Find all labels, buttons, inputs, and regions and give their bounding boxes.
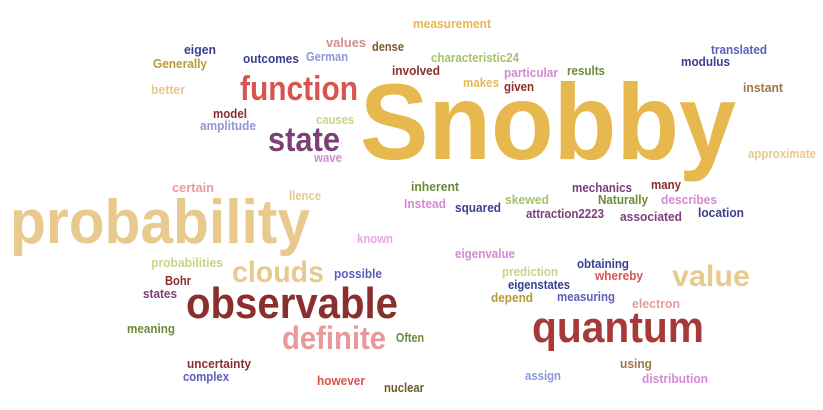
word-obtaining: obtaining xyxy=(577,256,629,271)
word-depend: depend xyxy=(491,290,533,305)
word-probabilities: probabilities xyxy=(151,255,223,270)
word-modulus: modulus xyxy=(681,54,730,69)
word-whereby: whereby xyxy=(595,268,643,283)
word-eigen: eigen xyxy=(184,42,216,57)
word-naturally: Naturally xyxy=(598,192,648,207)
word-generally: Generally xyxy=(153,56,207,71)
word-measurement: measurement xyxy=(413,16,491,31)
word-outcomes: outcomes xyxy=(243,51,299,66)
word-describes: describes xyxy=(661,192,717,207)
word-wave: wave xyxy=(314,150,342,165)
word-state: state xyxy=(268,121,340,159)
word-uncertainty: uncertainty xyxy=(187,356,251,371)
word-using: using xyxy=(620,356,652,371)
word-prediction: prediction xyxy=(502,264,558,279)
word-measuring: measuring xyxy=(557,289,615,304)
word-value: value xyxy=(672,260,750,293)
word-model: model xyxy=(213,106,247,121)
word-squared: squared xyxy=(455,200,501,215)
word-possible: possible xyxy=(334,266,382,281)
word-causes: causes xyxy=(316,112,354,127)
word-bohr: Bohr xyxy=(165,273,191,288)
word-eigenstates: eigenstates xyxy=(508,277,570,292)
word-nuclear: nuclear xyxy=(384,380,424,395)
word-inherent: inherent xyxy=(411,179,459,194)
word-assign: assign xyxy=(525,368,561,383)
word-particular: particular xyxy=(504,65,558,80)
word-llence: llence xyxy=(289,188,321,203)
word-better: better xyxy=(151,82,185,97)
word-instant: instant xyxy=(743,80,783,95)
word-amplitude: amplitude xyxy=(200,118,256,133)
word-observable: observable xyxy=(186,279,398,328)
word-translated: translated xyxy=(711,42,767,57)
word-associated: associated xyxy=(620,209,682,224)
word-results: results xyxy=(567,63,605,78)
word-electron: electron xyxy=(632,296,680,311)
word-clouds: clouds xyxy=(232,256,324,289)
word-probability: probability xyxy=(10,188,310,257)
word-mechanics: mechanics xyxy=(572,180,632,195)
word-attraction2223: attraction2223 xyxy=(526,206,604,221)
word-quantum: quantum xyxy=(532,303,704,352)
word-complex: complex xyxy=(183,369,229,384)
word-dense: dense xyxy=(372,39,404,54)
word-approximate: approximate xyxy=(748,146,816,161)
word-involved: involved xyxy=(392,63,440,78)
word-location: location xyxy=(698,205,744,220)
word-eigenvalue: eigenvalue xyxy=(455,246,515,261)
word-characteristic24: characteristic24 xyxy=(431,50,519,65)
word-often: Often xyxy=(396,330,424,345)
word-instead: Instead xyxy=(404,196,446,211)
word-distribution: distribution xyxy=(642,371,708,386)
word-however: however xyxy=(317,373,365,388)
word-german: German xyxy=(306,49,348,64)
word-states: states xyxy=(143,286,177,301)
word-skewed: skewed xyxy=(505,192,549,207)
word-makes: makes xyxy=(463,75,499,90)
word-certain: certain xyxy=(172,180,214,195)
word-definite: definite xyxy=(282,320,386,356)
word-snobby: Snobby xyxy=(360,61,736,182)
word-meaning: meaning xyxy=(127,321,175,336)
word-function: function xyxy=(240,70,358,108)
word-given: given xyxy=(504,79,534,94)
word-values: values xyxy=(326,35,366,50)
word-many: many xyxy=(651,177,681,192)
word-known: known xyxy=(357,231,393,246)
